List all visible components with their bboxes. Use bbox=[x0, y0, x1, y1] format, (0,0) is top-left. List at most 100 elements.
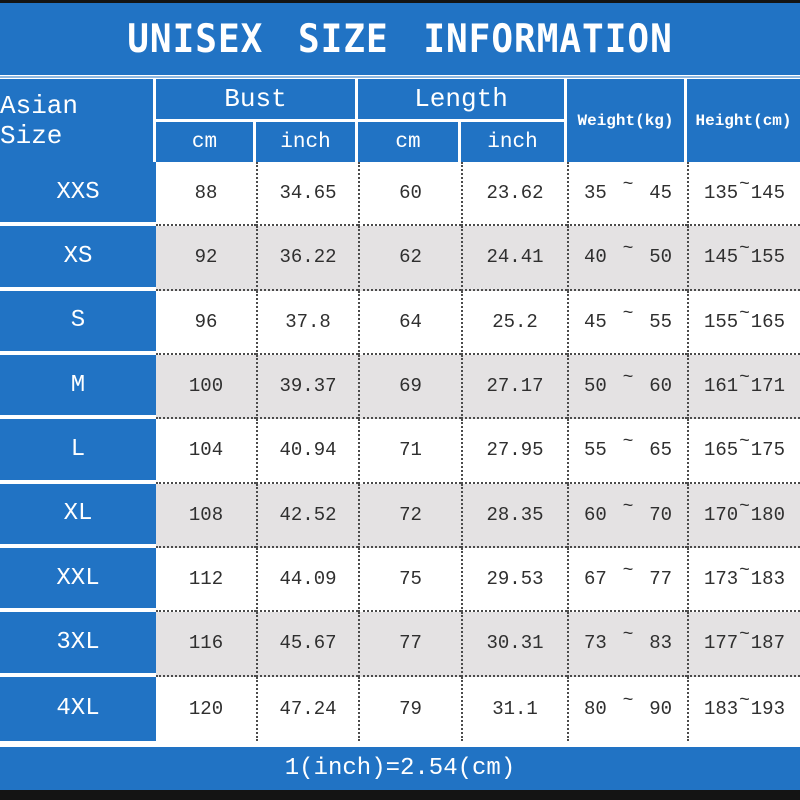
table-row-3xl: 3XL 116 45.67 77 30.31 73 ~ 83 177 ~ 187 bbox=[0, 612, 800, 677]
range-tilde: ~ bbox=[739, 432, 750, 453]
bust-cm-cell: 88 bbox=[156, 162, 256, 227]
weight-min: 80 bbox=[584, 697, 607, 720]
size-cell: 3XL bbox=[0, 612, 156, 677]
length-cm-cell: 79 bbox=[358, 676, 461, 741]
weight-min: 67 bbox=[584, 568, 607, 591]
weight-range-cell: 40 ~ 50 bbox=[567, 226, 687, 291]
bottom-border-bar bbox=[0, 789, 800, 800]
size-cell: S bbox=[0, 290, 156, 355]
bust-cm-cell: 116 bbox=[156, 612, 256, 677]
height-max: 180 bbox=[750, 503, 785, 526]
footer-divider bbox=[0, 740, 800, 747]
weight-max: 65 bbox=[649, 439, 672, 462]
height-min: 170 bbox=[704, 503, 739, 526]
length-cm-cell: 62 bbox=[358, 226, 461, 291]
range-tilde: ~ bbox=[622, 303, 634, 324]
height-min: 155 bbox=[704, 310, 739, 333]
height-max: 175 bbox=[750, 439, 785, 462]
table-row-4xl: 4XL 120 47.24 79 31.1 80 ~ 90 183 ~ 193 bbox=[0, 676, 800, 741]
weight-min: 45 bbox=[584, 310, 607, 333]
weight-max: 45 bbox=[649, 182, 672, 205]
height-min: 165 bbox=[704, 439, 739, 462]
range-tilde: ~ bbox=[739, 561, 750, 582]
table-header: Asian Size Bust Length Weight(kg) Height… bbox=[0, 79, 800, 162]
height-min: 161 bbox=[704, 375, 739, 398]
header-weight: Weight(kg) bbox=[567, 79, 684, 162]
height-max: 145 bbox=[750, 182, 785, 205]
length-cm-cell: 75 bbox=[358, 547, 461, 613]
table-row-m: M 100 39.37 69 27.17 50 ~ 60 161 ~ 171 bbox=[0, 354, 800, 420]
weight-max: 83 bbox=[649, 632, 672, 655]
bust-cm-cell: 120 bbox=[156, 676, 256, 741]
range-tilde: ~ bbox=[622, 368, 634, 389]
table-row-xl: XL 108 42.52 72 28.35 60 ~ 70 170 ~ 180 bbox=[0, 483, 800, 548]
size-cell: XS bbox=[0, 226, 156, 291]
weight-max: 50 bbox=[649, 246, 672, 269]
weight-max: 70 bbox=[649, 503, 672, 526]
page-title: UNISEX SIZE INFORMATION bbox=[127, 16, 673, 62]
range-tilde: ~ bbox=[622, 239, 634, 260]
bust-inch-cell: 36.22 bbox=[256, 226, 358, 291]
length-inch-cell: 24.41 bbox=[461, 226, 567, 291]
header-bust-cm: cm bbox=[156, 122, 253, 162]
height-range-cell: 177 ~ 187 bbox=[687, 612, 800, 677]
range-tilde: ~ bbox=[739, 496, 750, 517]
height-range-cell: 155 ~ 165 bbox=[687, 290, 800, 355]
length-cm-cell: 77 bbox=[358, 612, 461, 677]
header-length-cm: cm bbox=[358, 122, 458, 162]
size-cell: 4XL bbox=[0, 676, 156, 741]
size-cell: M bbox=[0, 354, 156, 420]
weight-min: 40 bbox=[584, 246, 607, 269]
title-divider bbox=[0, 75, 800, 79]
height-min: 173 bbox=[704, 568, 739, 591]
height-range-cell: 135 ~ 145 bbox=[687, 162, 800, 227]
weight-min: 55 bbox=[584, 439, 607, 462]
bust-cm-cell: 96 bbox=[156, 290, 256, 355]
bust-inch-cell: 45.67 bbox=[256, 612, 358, 677]
range-tilde: ~ bbox=[622, 625, 634, 646]
length-inch-cell: 30.31 bbox=[461, 612, 567, 677]
weight-range-cell: 45 ~ 55 bbox=[567, 290, 687, 355]
range-tilde: ~ bbox=[739, 239, 750, 260]
size-cell: XXS bbox=[0, 162, 156, 227]
height-range-cell: 161 ~ 171 bbox=[687, 354, 800, 420]
height-min: 177 bbox=[704, 632, 739, 655]
length-inch-cell: 25.2 bbox=[461, 290, 567, 355]
header-height: Height(cm) bbox=[687, 79, 800, 162]
header-bust-inch: inch bbox=[256, 122, 355, 162]
conversion-note: 1(inch)=2.54(cm) bbox=[284, 754, 516, 782]
height-max: 193 bbox=[750, 697, 785, 720]
range-tilde: ~ bbox=[622, 432, 634, 453]
height-range-cell: 145 ~ 155 bbox=[687, 226, 800, 291]
table-row-l: L 104 40.94 71 27.95 55 ~ 65 165 ~ 175 bbox=[0, 419, 800, 484]
length-inch-cell: 23.62 bbox=[461, 162, 567, 227]
weight-min: 73 bbox=[584, 632, 607, 655]
range-tilde: ~ bbox=[739, 690, 750, 711]
bust-inch-cell: 34.65 bbox=[256, 162, 358, 227]
weight-min: 50 bbox=[584, 375, 607, 398]
length-inch-cell: 28.35 bbox=[461, 483, 567, 548]
range-tilde: ~ bbox=[739, 625, 750, 646]
weight-range-cell: 73 ~ 83 bbox=[567, 612, 687, 677]
height-max: 155 bbox=[750, 246, 785, 269]
range-tilde: ~ bbox=[739, 368, 750, 389]
size-cell: XL bbox=[0, 483, 156, 548]
height-min: 145 bbox=[704, 246, 739, 269]
height-max: 187 bbox=[750, 632, 785, 655]
height-range-cell: 170 ~ 180 bbox=[687, 483, 800, 548]
height-max: 165 bbox=[750, 310, 785, 333]
height-max: 171 bbox=[750, 375, 785, 398]
range-tilde: ~ bbox=[622, 175, 634, 196]
title-bar: UNISEX SIZE INFORMATION bbox=[0, 3, 800, 75]
header-length: Length bbox=[358, 79, 564, 119]
bust-cm-cell: 92 bbox=[156, 226, 256, 291]
table-row-xs: XS 92 36.22 62 24.41 40 ~ 50 145 ~ 155 bbox=[0, 226, 800, 291]
header-asian-size: Asian Size bbox=[0, 79, 153, 162]
table-row-s: S 96 37.8 64 25.2 45 ~ 55 155 ~ 165 bbox=[0, 290, 800, 355]
bust-cm-cell: 108 bbox=[156, 483, 256, 548]
bust-cm-cell: 104 bbox=[156, 419, 256, 484]
range-tilde: ~ bbox=[739, 303, 750, 324]
bust-cm-cell: 100 bbox=[156, 354, 256, 420]
bust-inch-cell: 39.37 bbox=[256, 354, 358, 420]
weight-max: 77 bbox=[649, 568, 672, 591]
